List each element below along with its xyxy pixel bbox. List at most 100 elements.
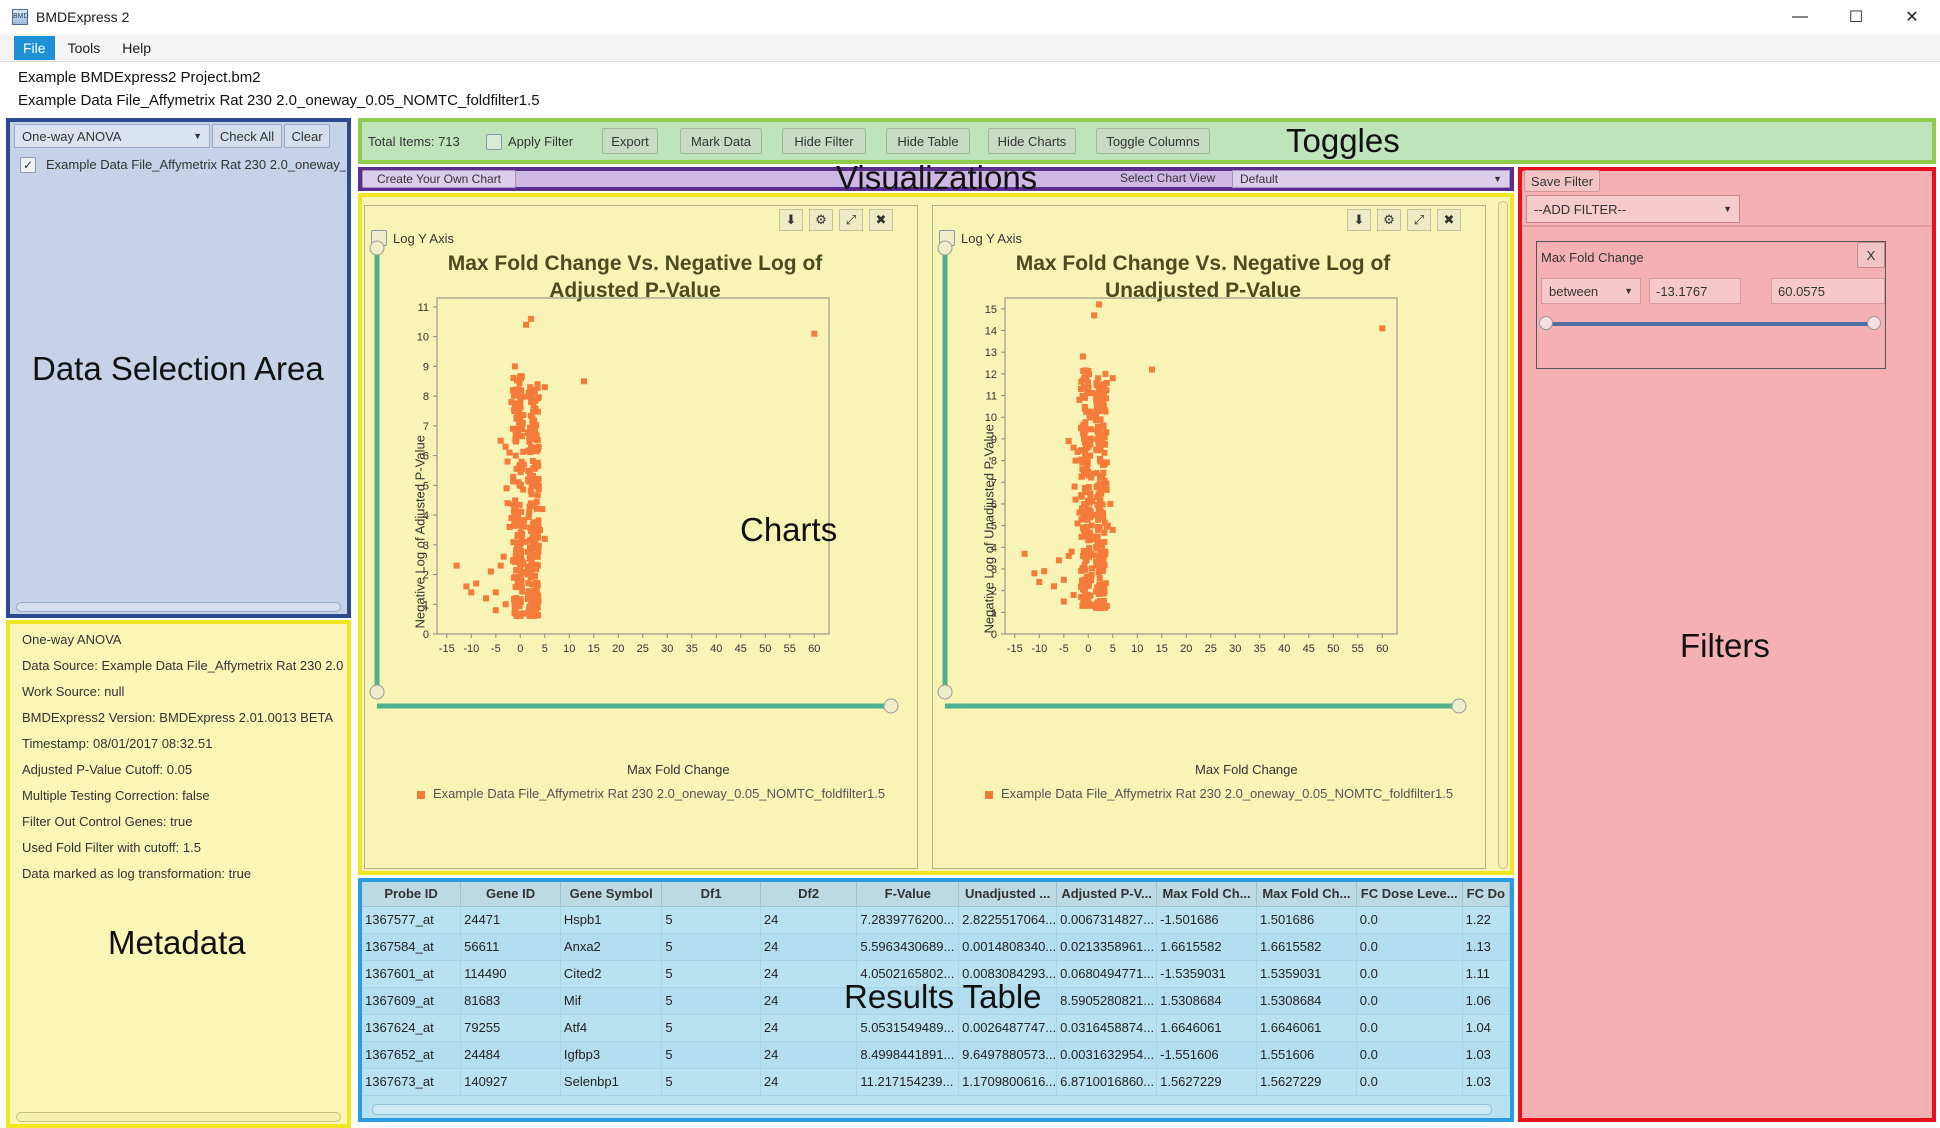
toggle-columns-button[interactable]: Toggle Columns <box>1096 128 1210 154</box>
table-cell: 1.6615582 <box>1156 933 1257 961</box>
table-row[interactable]: 1367577_at 24471 Hspb1 5 24 7.2839776200... 2.… <box>362 906 1510 934</box>
y-tick-label: 5 <box>991 521 997 533</box>
maximize-button[interactable]: ☐ <box>1848 9 1864 26</box>
table-row[interactable]: 1367652_at 24484 Igfbp3 5 24 8.4998441891... 9… <box>362 1041 1510 1069</box>
apply-filter-checkbox[interactable] <box>486 134 502 150</box>
filter-min-input[interactable]: -13.1767 <box>1649 278 1741 304</box>
data-point <box>1094 533 1101 540</box>
hide-charts-button[interactable]: Hide Charts <box>988 128 1076 154</box>
data-point <box>532 407 539 414</box>
data-point <box>1081 583 1088 590</box>
minimize-button[interactable]: — <box>1792 8 1808 25</box>
column-header[interactable]: FC Do <box>1462 882 1510 907</box>
dataset-checkbox[interactable]: ✓ <box>20 157 36 173</box>
download-icon[interactable]: ⬇ <box>779 209 803 231</box>
data-point <box>533 422 540 429</box>
horizontal-scrollbar[interactable] <box>16 1112 341 1122</box>
remove-filter-button[interactable]: X <box>1857 242 1885 268</box>
data-point <box>1095 431 1102 438</box>
table-row[interactable]: 1367601_at 114490 Cited2 5 24 4.0502165802...… <box>362 960 1510 988</box>
x-tick-label: 25 <box>1205 643 1217 655</box>
range-slider-max-handle[interactable] <box>1867 316 1881 330</box>
column-header[interactable]: Df1 <box>661 882 761 907</box>
filter-operator-select[interactable]: between ▼ <box>1541 278 1641 304</box>
add-filter-select[interactable]: --ADD FILTER-- ▼ <box>1526 195 1740 223</box>
column-header[interactable]: FC Dose Leve... <box>1356 882 1463 907</box>
gear-icon[interactable]: ⚙ <box>1377 209 1401 231</box>
dataset-list-item[interactable]: Example Data File_Affymetrix Rat 230 2.0… <box>46 157 346 172</box>
column-header[interactable]: F-Value <box>856 882 960 907</box>
x-tick-label: 55 <box>1352 643 1364 655</box>
data-point <box>1081 576 1088 583</box>
column-header[interactable]: Probe ID <box>362 882 462 907</box>
horizontal-scrollbar[interactable] <box>372 1104 1492 1115</box>
table-row[interactable]: 1367673_at 140927 Selenbp1 5 24 11.217154239.… <box>362 1068 1510 1096</box>
data-point <box>1099 603 1106 610</box>
filter-max-input[interactable]: 60.0575 <box>1771 278 1885 304</box>
column-header[interactable]: Max Fold Ch... <box>1256 882 1357 907</box>
table-cell: -1.551606 <box>1156 1041 1257 1069</box>
clear-button[interactable]: Clear <box>284 124 330 148</box>
column-header[interactable]: Gene ID <box>460 882 561 907</box>
data-point <box>1099 568 1106 575</box>
gear-icon[interactable]: ⚙ <box>809 209 833 231</box>
menu-file[interactable]: File <box>14 35 55 60</box>
data-point <box>515 479 522 486</box>
column-header[interactable]: Df2 <box>760 882 858 907</box>
chart-view-select[interactable]: Default ▼ <box>1232 170 1510 188</box>
close-window-button[interactable]: ✕ <box>1905 9 1919 26</box>
menu-help[interactable]: Help <box>122 39 152 56</box>
data-point <box>516 559 523 566</box>
column-header[interactable]: Unadjusted ... <box>958 882 1058 907</box>
data-point <box>531 430 538 437</box>
save-filter-button[interactable]: Save Filter <box>1524 170 1600 192</box>
data-point <box>1093 411 1100 418</box>
table-row[interactable]: 1367609_at 81683 Mif 5 24 8.5905280821... 1.53… <box>362 987 1510 1015</box>
column-header[interactable]: Max Fold Ch... <box>1156 882 1257 907</box>
data-point <box>1031 570 1038 577</box>
data-point <box>1099 435 1106 442</box>
range-slider-min-handle[interactable] <box>1539 316 1553 330</box>
metadata-line: Data marked as log transformation: true <box>22 866 252 881</box>
range-slider-track[interactable] <box>1545 322 1875 326</box>
column-header[interactable]: Gene Symbol <box>560 882 663 907</box>
hide-table-button[interactable]: Hide Table <box>886 128 970 154</box>
data-point <box>1070 591 1077 598</box>
plot-frame <box>1004 297 1398 635</box>
data-point <box>520 559 527 566</box>
close-icon[interactable]: ✖ <box>869 209 893 231</box>
horizontal-scrollbar[interactable] <box>16 602 341 612</box>
menu-tools[interactable]: Tools <box>67 39 101 56</box>
create-your-own-chart-button[interactable]: Create Your Own Chart <box>362 170 516 188</box>
y-tick-label: 2 <box>423 570 429 582</box>
data-point <box>518 578 525 585</box>
table-cell: 1.22 <box>1462 906 1510 934</box>
data-point <box>521 517 528 524</box>
close-icon[interactable]: ✖ <box>1437 209 1461 231</box>
table-cell: 5.5963430689... <box>856 933 960 961</box>
export-button[interactable]: Export <box>602 128 658 154</box>
table-row[interactable]: 1367624_at 79255 Atf4 5 24 5.0531549489... 0.0… <box>362 1014 1510 1042</box>
check-all-button[interactable]: Check All <box>212 124 282 148</box>
vertical-scrollbar[interactable] <box>1498 201 1508 869</box>
data-point <box>508 515 515 522</box>
metadata-label: Metadata <box>108 924 246 961</box>
table-cell: 0.0680494771... <box>1056 960 1158 988</box>
download-icon[interactable]: ⬇ <box>1347 209 1371 231</box>
hide-filter-button[interactable]: Hide Filter <box>782 128 866 154</box>
expand-icon[interactable]: ⤢ <box>1407 209 1431 231</box>
analysis-type-select[interactable]: One-way ANOVA ▼ <box>14 124 210 148</box>
column-header[interactable]: Adjusted P-V... <box>1056 882 1158 907</box>
expand-icon[interactable]: ⤢ <box>839 209 863 231</box>
mark-data-button[interactable]: Mark Data <box>680 128 762 154</box>
data-selection-area: One-way ANOVA ▼ Check All Clear ✓ Exampl… <box>6 118 351 618</box>
table-cell: 1.1709800616... <box>958 1068 1058 1096</box>
data-point <box>523 321 530 328</box>
data-point <box>1081 403 1088 410</box>
chart-title: Max Fold Change Vs. Negative Log of Unad… <box>1015 252 1391 302</box>
data-point <box>502 443 509 450</box>
data-point <box>525 580 532 587</box>
table-row[interactable]: 1367584_at 56611 Anxa2 5 24 5.5963430689... 0.… <box>362 933 1510 961</box>
